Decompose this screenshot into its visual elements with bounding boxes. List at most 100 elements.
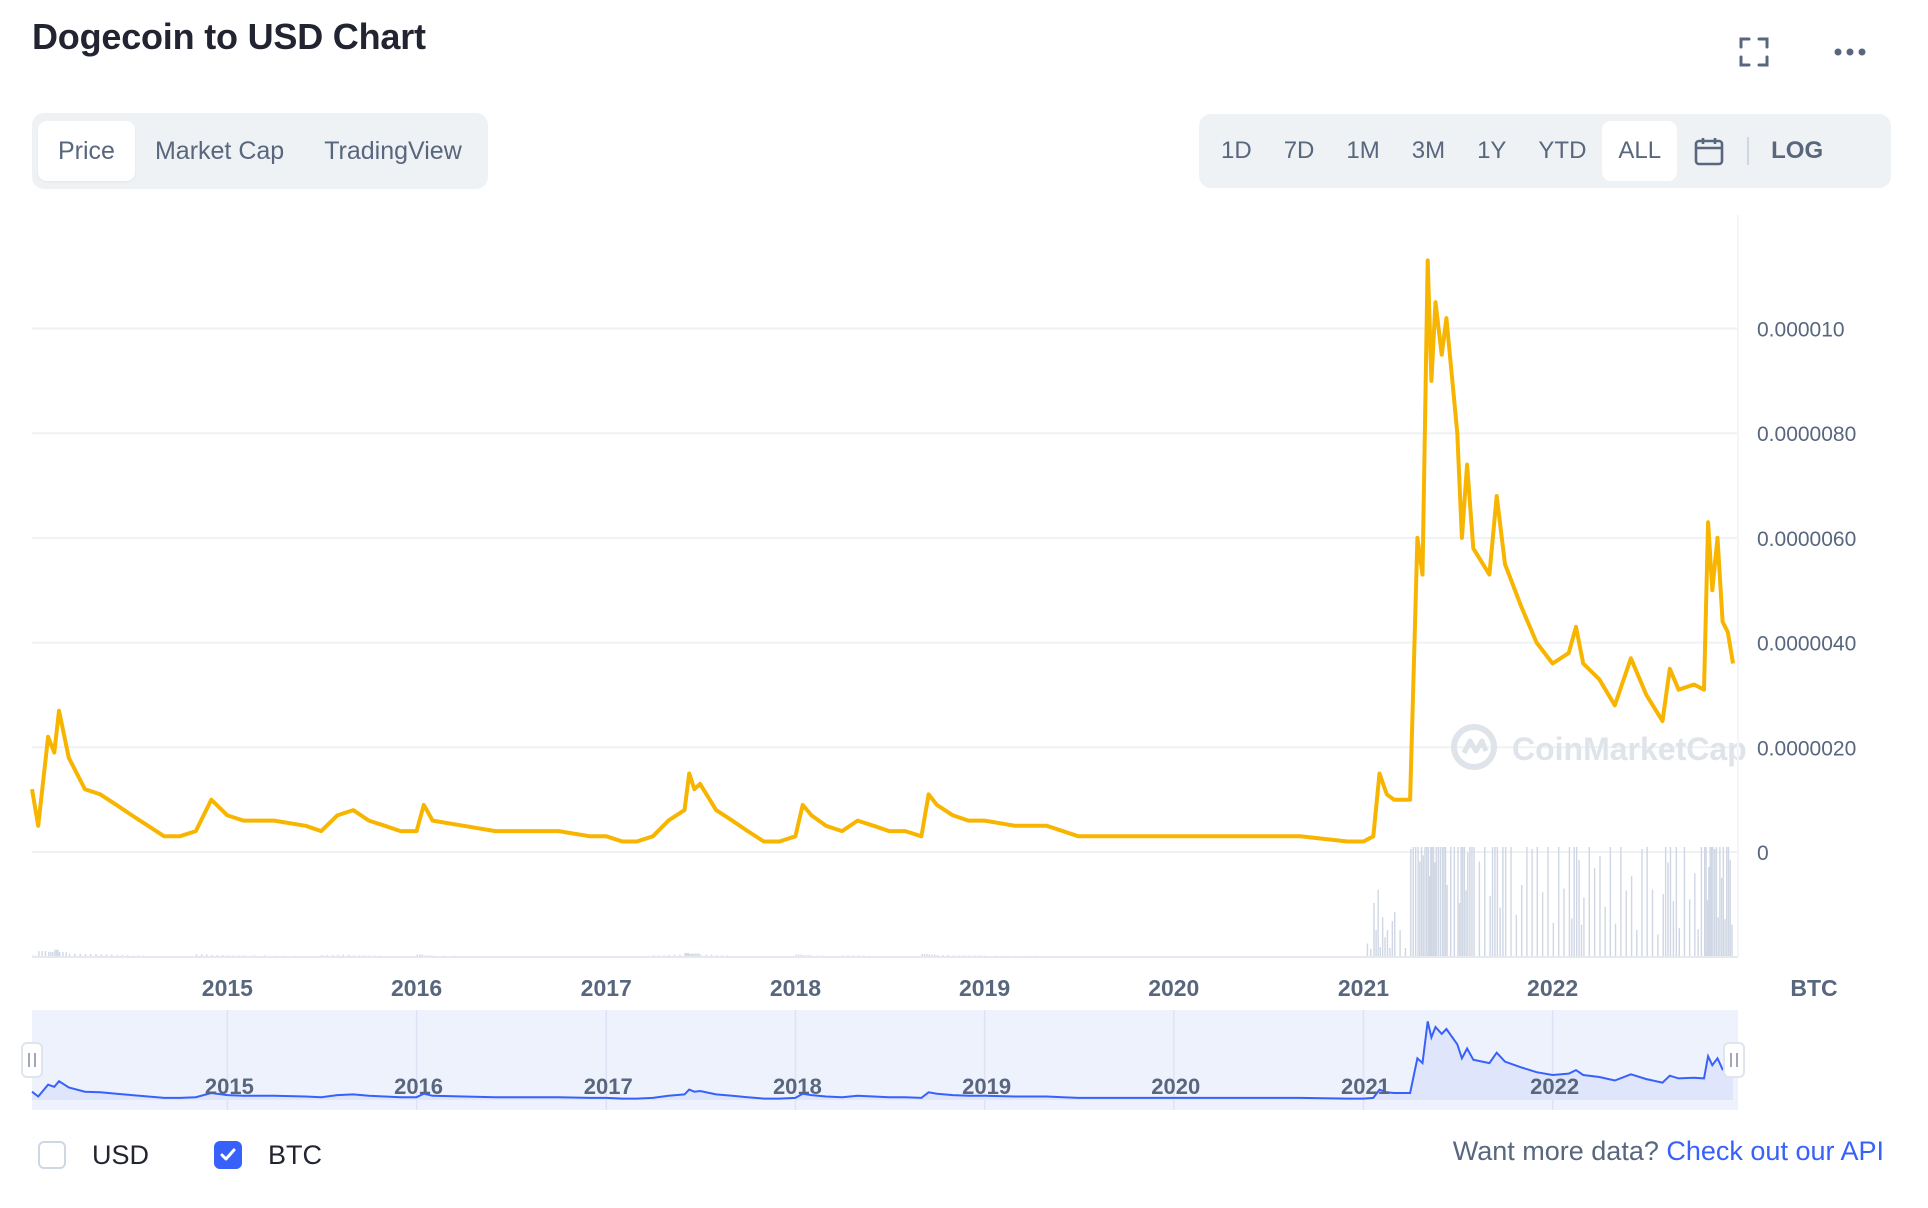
- volume-bar: [62, 952, 64, 957]
- volume-bar: [421, 954, 423, 957]
- volume-bar: [1710, 847, 1713, 957]
- volume-bar: [1381, 917, 1384, 957]
- chart-type-tabs: Price Market Cap TradingView: [32, 113, 488, 189]
- x-tick-label: 2015: [202, 975, 253, 1001]
- more-options-button[interactable]: [1828, 30, 1872, 74]
- volume-bar: [1439, 847, 1442, 957]
- tab-market-cap[interactable]: Market Cap: [154, 136, 285, 165]
- volume-bar: [1370, 948, 1372, 957]
- volume-bar: [1389, 948, 1391, 957]
- divider: [1747, 137, 1750, 165]
- volume-bar: [1614, 923, 1617, 957]
- range-7d[interactable]: 7D: [1283, 137, 1315, 164]
- btc-checkbox[interactable]: [214, 1141, 242, 1169]
- fullscreen-icon: [1739, 37, 1769, 67]
- api-promo: Want more data? Check out our API: [1453, 1136, 1884, 1167]
- volume-bar: [684, 952, 686, 957]
- range-1y[interactable]: 1Y: [1477, 137, 1507, 164]
- volume-bar: [111, 954, 113, 957]
- navigator-area: [32, 1021, 1733, 1100]
- volume-bar: [928, 954, 931, 957]
- volume-bar: [1664, 847, 1667, 957]
- volume-bar: [65, 952, 67, 957]
- volume-bar: [1667, 862, 1669, 957]
- range-1d[interactable]: 1D: [1221, 137, 1252, 164]
- volume-bar: [52, 951, 54, 957]
- volume-bar: [1366, 943, 1369, 957]
- volume-bar: [1450, 847, 1452, 957]
- volume-bar: [1557, 847, 1560, 957]
- volume-bar: [54, 949, 56, 957]
- volume-bar: [705, 954, 707, 957]
- volume-bar: [1412, 847, 1414, 957]
- more-options-icon: [1834, 48, 1866, 56]
- volume-bar: [1471, 847, 1473, 957]
- volume-bar: [1657, 934, 1659, 957]
- volume-bar: [337, 954, 339, 957]
- y-axis-labels: 0 0.0000020 0.0000040 0.0000060 0.0000080 0.0…: [1757, 319, 1856, 865]
- btc-toggle[interactable]: BTC: [214, 1133, 322, 1177]
- volume-bar: [1568, 847, 1571, 957]
- range-3m[interactable]: 3M: [1411, 137, 1446, 164]
- volume-bar: [95, 954, 97, 957]
- volume-bar: [84, 954, 87, 957]
- volume-bar: [200, 954, 203, 957]
- navigator-year-label: 2018: [773, 1074, 822, 1099]
- volume-bar: [1547, 847, 1549, 957]
- volume-bar: [1453, 847, 1456, 957]
- date-picker-button[interactable]: [1677, 121, 1741, 181]
- api-link[interactable]: Check out our API: [1666, 1136, 1884, 1166]
- volume-bar: [696, 953, 698, 957]
- y-tick-label: 0.0000040: [1757, 633, 1856, 656]
- range-ytd[interactable]: YTD: [1538, 137, 1587, 164]
- volume-bar: [1583, 897, 1585, 957]
- range-navigator[interactable]: 2015 2016 2017 2018 2019 2020 2021 2022: [21, 1010, 1745, 1110]
- volume-bar: [1431, 847, 1433, 957]
- navigator-year-label: 2017: [584, 1074, 633, 1099]
- volume-bar: [1515, 914, 1518, 957]
- fullscreen-button[interactable]: [1732, 30, 1776, 74]
- volume-bar: [1604, 906, 1606, 957]
- calendar-icon: [1694, 138, 1724, 166]
- volume-bar: [679, 954, 681, 957]
- volume-bar: [1713, 849, 1716, 957]
- navigator-year-label: 2019: [962, 1074, 1011, 1099]
- volume-bar: [934, 954, 936, 957]
- volume-bar: [1727, 847, 1730, 957]
- volume-bar: [1630, 876, 1633, 957]
- navigator-left-handle[interactable]: [21, 1042, 43, 1078]
- volume-bar: [48, 951, 50, 957]
- volume-bar: [1712, 847, 1714, 957]
- volume-bar: [1531, 849, 1533, 957]
- volume-bar: [1510, 847, 1512, 957]
- volume-bar: [1620, 847, 1622, 957]
- volume-bar: [1419, 861, 1421, 957]
- volume-bar: [1526, 847, 1528, 957]
- volume-bar: [1700, 847, 1703, 957]
- x-tick-label: 2021: [1338, 975, 1389, 1001]
- range-1m[interactable]: 1M: [1346, 137, 1380, 164]
- tab-tradingview[interactable]: TradingView: [324, 136, 462, 165]
- volume-bar: [1719, 847, 1721, 957]
- volume-bar: [347, 954, 350, 957]
- volume-bar: [686, 952, 688, 957]
- volume-bar: [1465, 890, 1467, 957]
- x-tick-label: 2022: [1527, 975, 1578, 1001]
- volume-bar: [342, 954, 345, 957]
- log-scale-toggle[interactable]: LOG: [1771, 137, 1824, 164]
- volume-bar: [1683, 847, 1686, 957]
- volume-bar: [1469, 847, 1471, 957]
- volume-bar: [1437, 847, 1439, 957]
- usd-toggle[interactable]: USD: [38, 1133, 149, 1177]
- tab-price[interactable]: Price: [38, 121, 135, 181]
- volume-bar: [1379, 947, 1381, 957]
- range-all[interactable]: ALL: [1602, 121, 1678, 181]
- navigator-right-handle[interactable]: [1723, 1042, 1745, 1078]
- volume-bar: [921, 954, 923, 957]
- volume-bar: [1588, 847, 1590, 957]
- volume-bar: [1625, 890, 1627, 957]
- usd-checkbox[interactable]: [38, 1141, 66, 1169]
- volume-bar: [1563, 888, 1565, 957]
- volume-bar: [1391, 921, 1394, 957]
- volume-bar: [1694, 873, 1696, 957]
